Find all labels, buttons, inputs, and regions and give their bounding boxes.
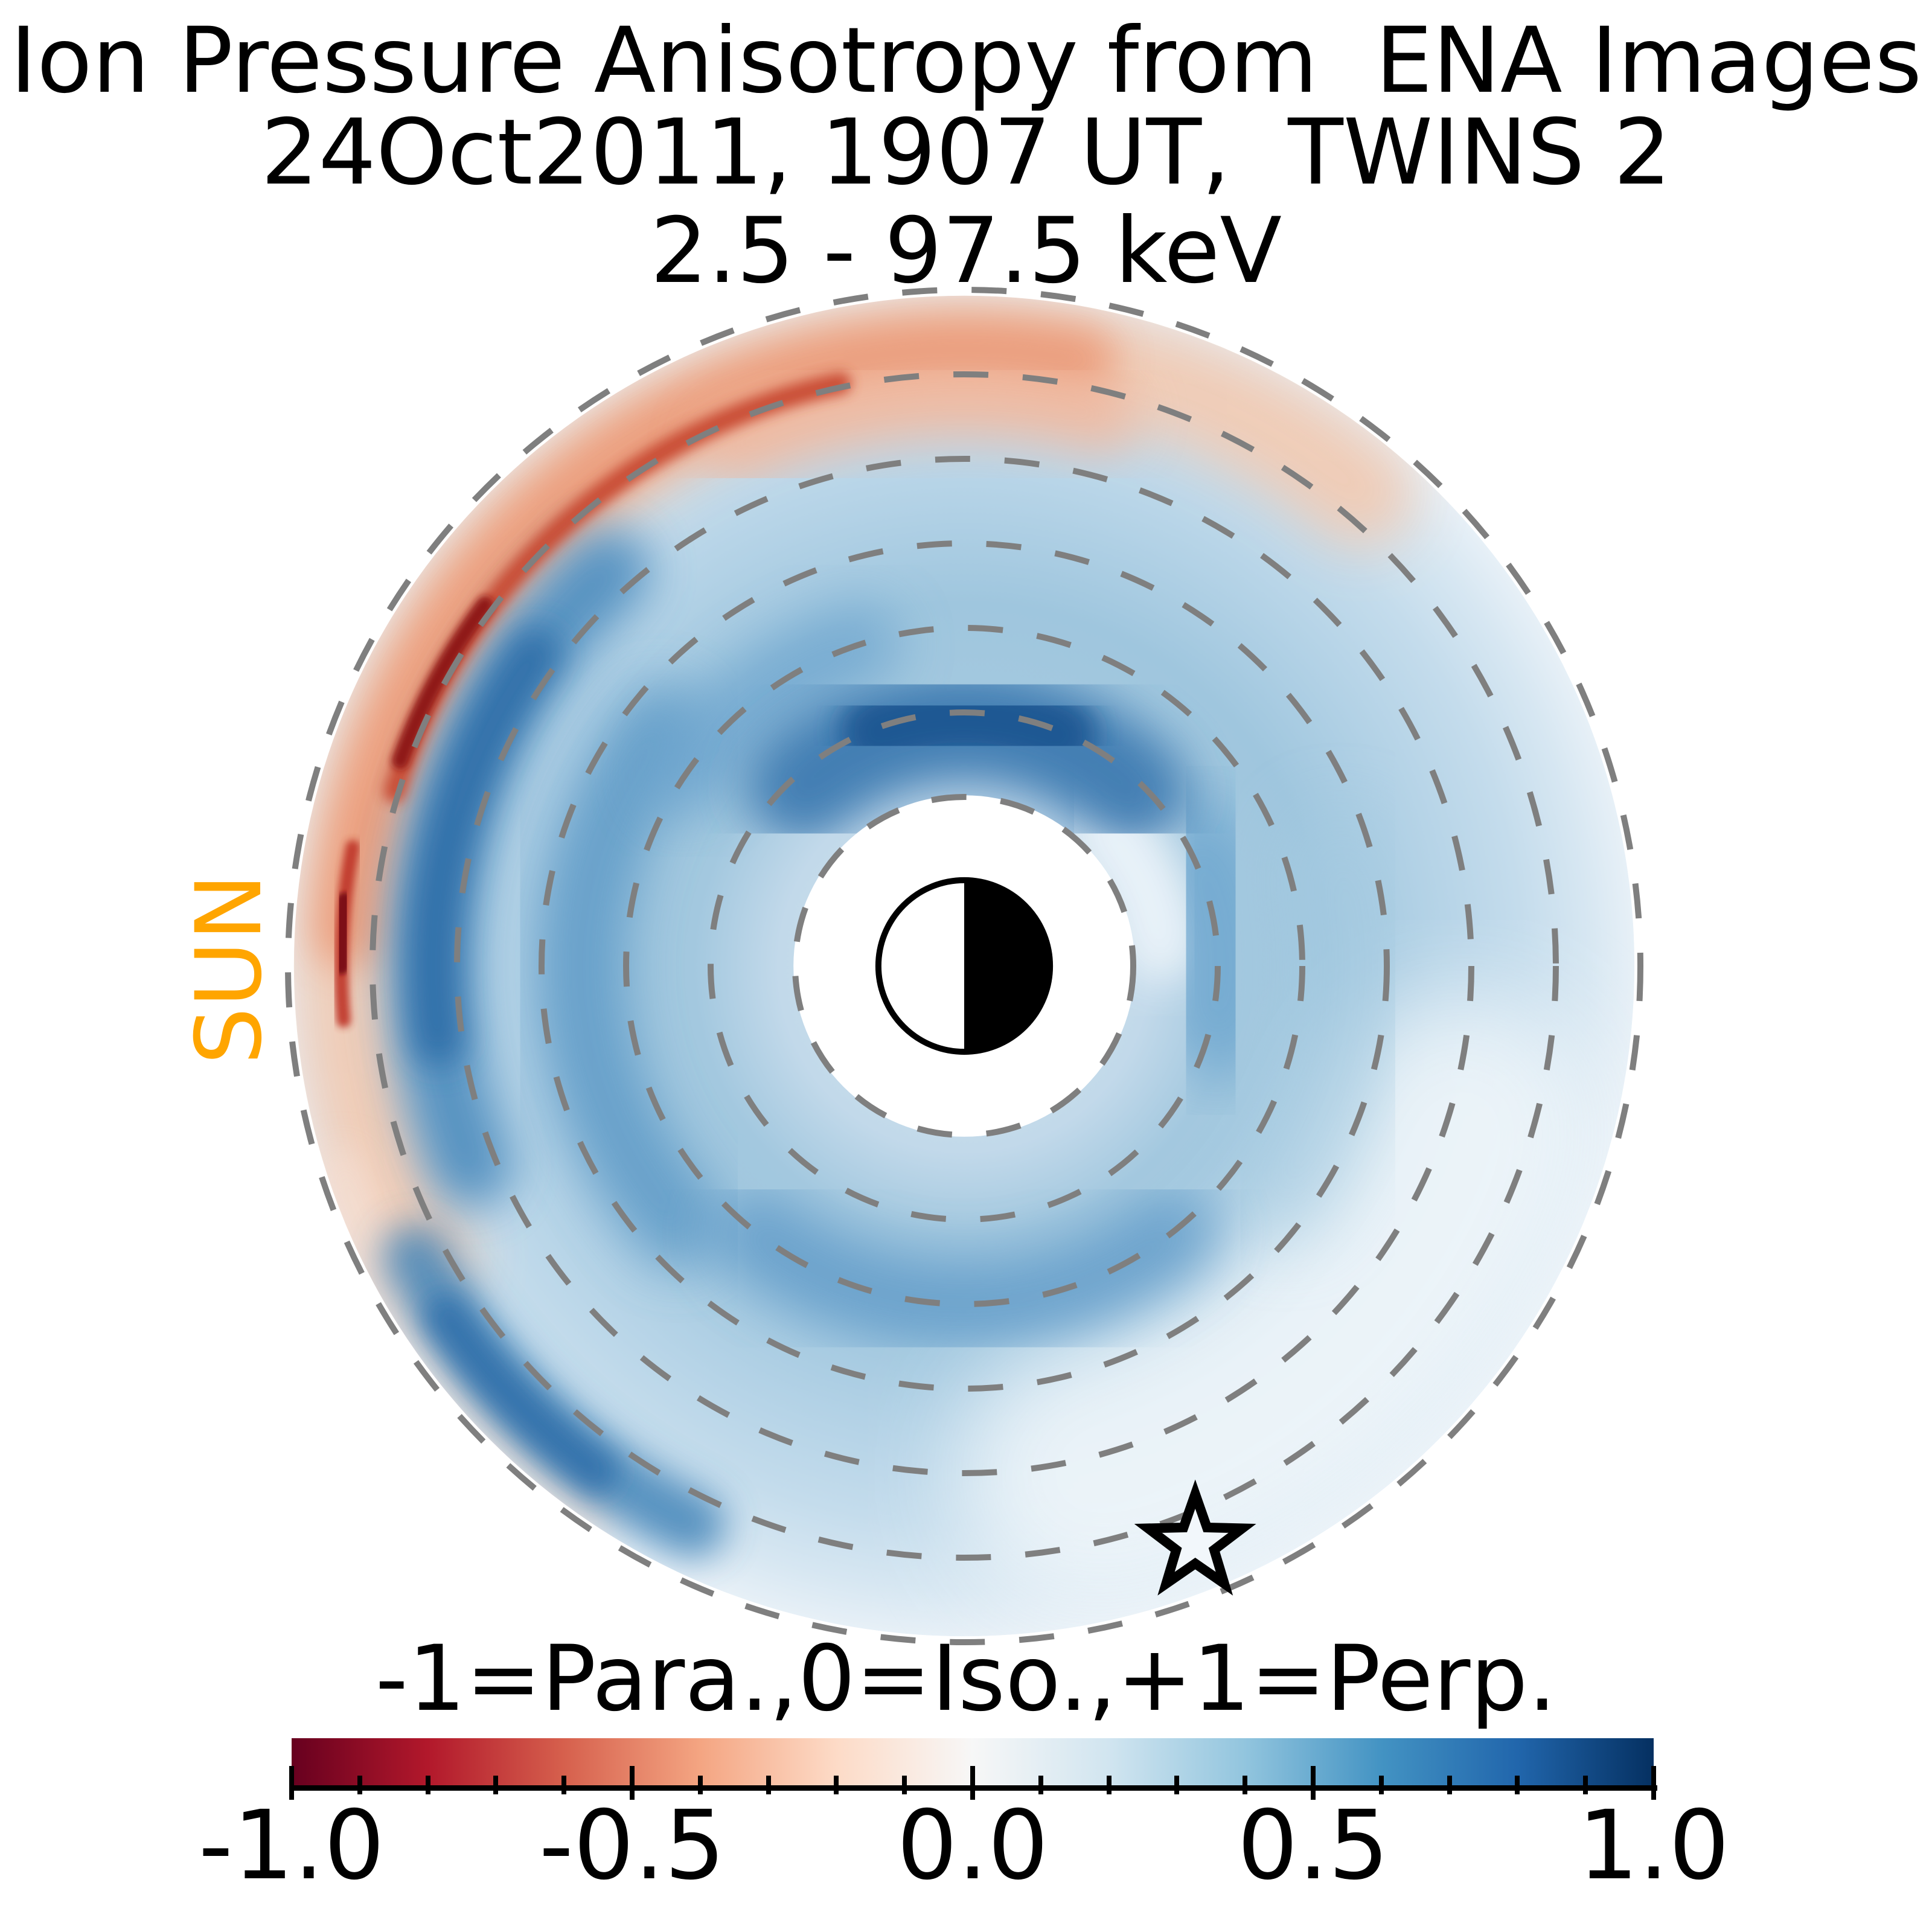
colorbar-major-tick--0.5 [630, 1766, 635, 1800]
colorbar-major-tick-1 [1651, 1766, 1656, 1800]
field-left-red-spot [333, 892, 353, 974]
sun-direction-label: SUN [177, 873, 282, 1065]
colorbar-minor-tick-0.7 [1447, 1776, 1452, 1794]
colorbar-minor-tick--0.1 [902, 1776, 907, 1794]
colorbar-minor-tick--0.9 [357, 1776, 362, 1794]
l-shell-ring-2 [792, 794, 1136, 1138]
anisotropy-field [293, 295, 1635, 1637]
colorbar-tick-label--0.5: -0.5 [539, 1790, 726, 1901]
colorbar-minor-tick-0.4 [1243, 1776, 1248, 1794]
colorbar-minor-tick--0.6 [561, 1776, 567, 1794]
colorbar-tick-label-1.0: 1.0 [1578, 1790, 1730, 1901]
figure-title: Ion Pressure Anisotropy from ENA Images [10, 8, 1922, 114]
l-shell-ring-4 [623, 625, 1305, 1307]
l-shell-ring-3 [708, 709, 1221, 1223]
colorbar-minor-tick-0.3 [1174, 1776, 1180, 1794]
field-right-mid-soft [1227, 810, 1409, 1244]
colorbar-major-tick--1 [289, 1766, 294, 1800]
colorbar-minor-tick--0.3 [766, 1776, 771, 1794]
l-shell-ring-8 [285, 287, 1643, 1645]
earth-symbol [875, 877, 1054, 1055]
colorbar-minor-tick--0.2 [834, 1776, 839, 1794]
spacecraft-star-marker [1134, 1479, 1256, 1596]
colorbar-minor-tick-0.2 [1106, 1776, 1112, 1794]
colorbar-tick-label--1.0: -1.0 [198, 1790, 385, 1901]
figure-subtitle-energy: 2.5 - 97.5 keV [650, 199, 1282, 304]
l-shell-ring-5 [539, 540, 1390, 1392]
colorbar-tick-label-0.5: 0.5 [1237, 1790, 1389, 1901]
field-lower-left-blue-core [424, 1294, 618, 1494]
colorbar-minor-tick--0.8 [425, 1776, 430, 1794]
field-left-mid-swirl [535, 685, 723, 1268]
colorbar-label: -1=Para.,0=Iso.,+1=Perp. [375, 1627, 1557, 1732]
figure-subtitle-date: 24Oct2011, 1907 UT, TWINS 2 [261, 100, 1671, 205]
colorbar-minor-tick-0.6 [1378, 1776, 1384, 1794]
field-top-red-inward [696, 362, 1139, 487]
field-salmon-band [314, 315, 1116, 968]
field-dark-red-streak [391, 596, 494, 769]
colorbar-minor-tick--0.4 [697, 1776, 703, 1794]
colorbar-minor-tick-0.9 [1583, 1776, 1588, 1794]
l-shell-rings [285, 287, 1643, 1645]
l-shell-ring-7 [369, 371, 1559, 1561]
field-pale-bottom-right [956, 993, 1598, 1610]
colorbar-major-tick-0 [970, 1766, 975, 1800]
colorbar-minor-tick-0.8 [1515, 1776, 1520, 1794]
colorbar-tick-label-0.0: 0.0 [897, 1790, 1049, 1901]
l-shell-ring-6 [454, 456, 1474, 1476]
field-left-blue-core [407, 627, 561, 1066]
field-inner-dark-core [840, 679, 1096, 773]
colorbar-minor-tick--0.7 [493, 1776, 499, 1794]
field-right-blue-blob [1138, 799, 1284, 1081]
field-upper-left-inner-swirl [644, 604, 900, 817]
colorbar-minor-tick-0.1 [1038, 1776, 1043, 1794]
colorbar-major-tick-0.5 [1311, 1766, 1316, 1800]
